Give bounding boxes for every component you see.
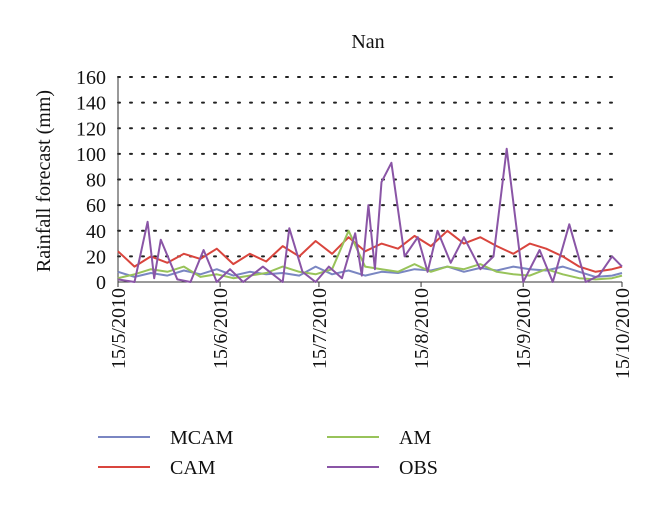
chart-title: Nan [351, 31, 384, 53]
y-tick-label: 60 [86, 195, 106, 217]
x-tick-label: 15/7/2010 [309, 288, 331, 369]
axes [117, 77, 623, 287]
series-line-am [117, 229, 623, 281]
legend-label-mcam: MCAM [170, 427, 234, 449]
y-tick-label: 160 [76, 67, 106, 89]
gridlines [117, 76, 623, 258]
legend-label-am: AM [399, 427, 431, 449]
y-tick-label: 140 [76, 93, 106, 115]
y-tick-label: 80 [86, 170, 106, 192]
x-tick-label: 15/6/2010 [210, 288, 232, 369]
x-tick-label: 15/5/2010 [108, 288, 130, 369]
x-tick-label: 15/10/2010 [612, 288, 634, 379]
x-tick-labels: 15/5/2010 15/6/2010 15/7/2010 15/8/2010 15/9… [108, 288, 634, 379]
legend-label-obs: OBS [399, 457, 438, 479]
series-lines [117, 147, 623, 283]
y-tick-label: 120 [76, 118, 106, 140]
x-tick-label: 15/8/2010 [411, 288, 433, 369]
legend-label-cam: CAM [170, 457, 216, 479]
legend: MCAM CAM AM OBS [98, 427, 438, 479]
y-tick-label: 40 [86, 221, 106, 243]
y-tick-label: 20 [86, 246, 106, 268]
y-tick-labels: 0 20 40 60 80 100 120 140 160 [76, 67, 106, 294]
y-axis-label: Rainfall forecast (mm) [33, 90, 55, 272]
series-line-obs [117, 147, 623, 283]
y-tick-label: 0 [96, 272, 106, 294]
y-tick-label: 100 [76, 144, 106, 166]
x-tick-label: 15/9/2010 [513, 288, 535, 369]
